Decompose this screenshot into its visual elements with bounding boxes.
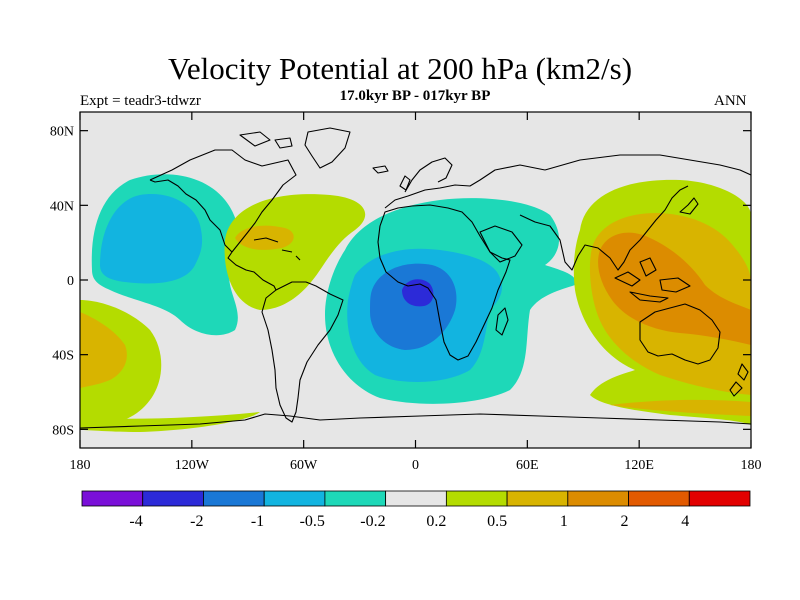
- longitude-axis: 180 120W 60W 0 60E 120E 180: [70, 112, 762, 473]
- lon-tick-label: 180: [70, 458, 91, 473]
- colorbar-label: -0.2: [360, 513, 385, 530]
- colorbar-swatch: [81, 490, 144, 507]
- colorbar-label: -4: [129, 513, 142, 530]
- lon-tick-label: 60W: [290, 458, 318, 473]
- lat-tick-label: 40S: [52, 349, 74, 364]
- lon-tick-label: 120E: [624, 458, 654, 473]
- field-region: [370, 263, 457, 350]
- lon-tick-label: 180: [741, 458, 762, 473]
- map-plot: [80, 112, 751, 448]
- colorbar-swatch: [567, 490, 629, 507]
- lon-tick-label: 0: [412, 458, 419, 473]
- colorbar-swatch: [385, 490, 447, 507]
- plot-subtitle: 17.0kyr BP - 017kyr BP: [339, 88, 491, 104]
- lat-tick-label: 0: [67, 274, 74, 289]
- colorbar-label: -2: [190, 513, 203, 530]
- lat-tick-label: 40N: [50, 199, 74, 214]
- colorbar-label: 2: [621, 513, 629, 530]
- field-region: [100, 194, 203, 284]
- plot-title: Velocity Potential at 200 hPa (km2/s): [167, 51, 633, 86]
- colorbar-swatch: [203, 490, 265, 507]
- colorbar-swatch: [263, 490, 326, 507]
- season-label: ANN: [714, 93, 747, 109]
- colorbar-swatch: [445, 490, 508, 507]
- field-region: [80, 312, 127, 388]
- coastlines: [80, 127, 751, 429]
- field-region: [598, 232, 751, 345]
- lon-tick-label: 60E: [516, 458, 539, 473]
- experiment-label: Expt = teadr3-tdwzr: [80, 93, 201, 109]
- colorbar-label: 0.5: [487, 513, 507, 530]
- colorbar-label: 1: [560, 513, 568, 530]
- colorbar-label: 0.2: [426, 513, 446, 530]
- colorbar-label: -0.5: [300, 513, 325, 530]
- colorbar-swatch: [688, 490, 751, 507]
- lat-tick-label: 80S: [52, 423, 74, 438]
- latitude-axis: 80N 40N 0 40S 80S: [50, 125, 751, 438]
- lat-tick-label: 80N: [50, 125, 74, 140]
- colorbar-swatch: [506, 490, 569, 507]
- colorbar-label: -1: [251, 513, 264, 530]
- field-region: [610, 399, 751, 416]
- colorbar-swatch: [142, 490, 204, 507]
- colorbar-label: 4: [681, 513, 689, 530]
- colorbar-swatch: [628, 490, 690, 507]
- colorbar-swatch: [324, 490, 387, 507]
- colorbar: -4 -2 -1 -0.5 -0.2 0.2 0.5 1 2 4: [81, 490, 751, 530]
- lon-tick-label: 120W: [175, 458, 210, 473]
- field-region: [224, 194, 366, 310]
